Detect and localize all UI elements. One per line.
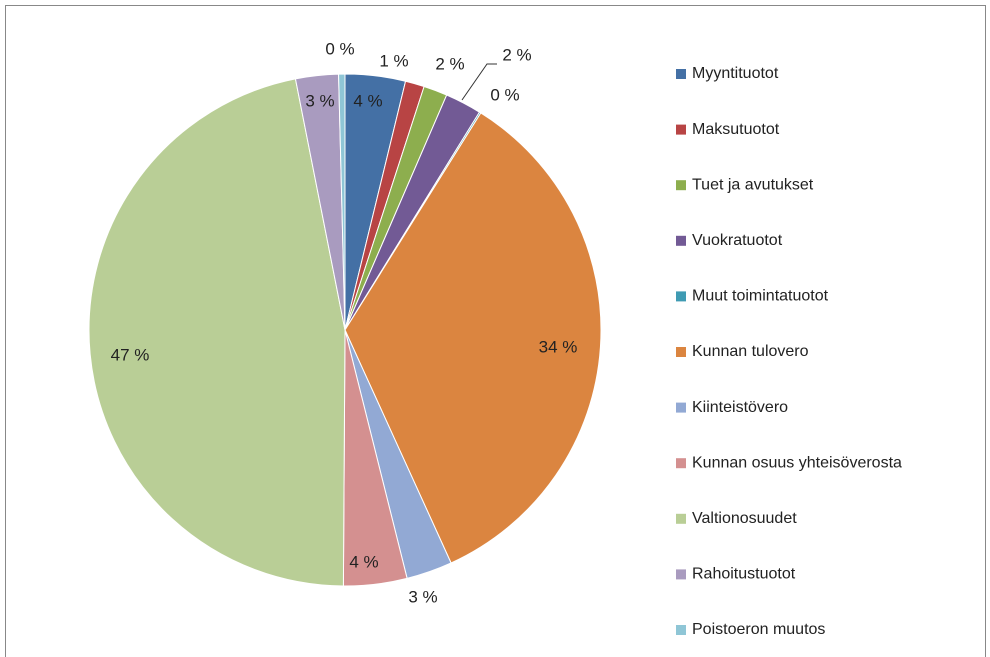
- data-label: 2 %: [435, 54, 464, 73]
- chart-frame: [5, 5, 986, 657]
- legend-swatch: [676, 458, 686, 469]
- legend-swatch: [676, 569, 686, 580]
- data-label: 4 %: [353, 91, 382, 110]
- leader-line: [461, 63, 497, 101]
- legend-label: Tuet ja avutukset: [692, 176, 814, 193]
- legend-swatch: [676, 513, 686, 524]
- data-label: 3 %: [305, 91, 334, 110]
- data-label: 2 %: [502, 45, 531, 64]
- data-label: 34 %: [539, 337, 578, 356]
- data-label: 0 %: [325, 39, 354, 58]
- legend-label: Poistoeron muutos: [692, 621, 825, 638]
- data-label: 0 %: [490, 85, 519, 104]
- legend-swatch: [676, 124, 686, 135]
- legend-swatch: [676, 180, 686, 191]
- legend-label: Muut toimintatuotot: [692, 288, 829, 305]
- pie-slice: [338, 73, 346, 331]
- legend-label: Vuokratuotot: [692, 232, 783, 249]
- legend-label: Rahoitustuotot: [692, 566, 796, 583]
- legend-swatch: [676, 235, 686, 246]
- data-label: 3 %: [408, 587, 437, 606]
- legend-label: Valtionosuudet: [692, 510, 797, 527]
- legend-label: Kunnan osuus yhteisöverosta: [692, 454, 902, 471]
- legend-label: Maksutuotot: [692, 121, 780, 138]
- legend-swatch: [676, 625, 686, 635]
- data-label: 1 %: [379, 51, 408, 70]
- legend-swatch: [676, 347, 686, 357]
- data-label: 47 %: [111, 345, 150, 364]
- legend-label: Myyntituotot: [692, 65, 779, 82]
- legend-swatch: [676, 291, 686, 302]
- pie-slice: [344, 112, 602, 564]
- data-label: 4 %: [349, 552, 378, 571]
- pie-slice: [88, 78, 346, 587]
- legend-label: Kiinteistövero: [692, 399, 788, 416]
- legend-label: Kunnan tulovero: [692, 343, 809, 360]
- legend-swatch: [676, 402, 686, 413]
- legend-swatch: [676, 69, 686, 79]
